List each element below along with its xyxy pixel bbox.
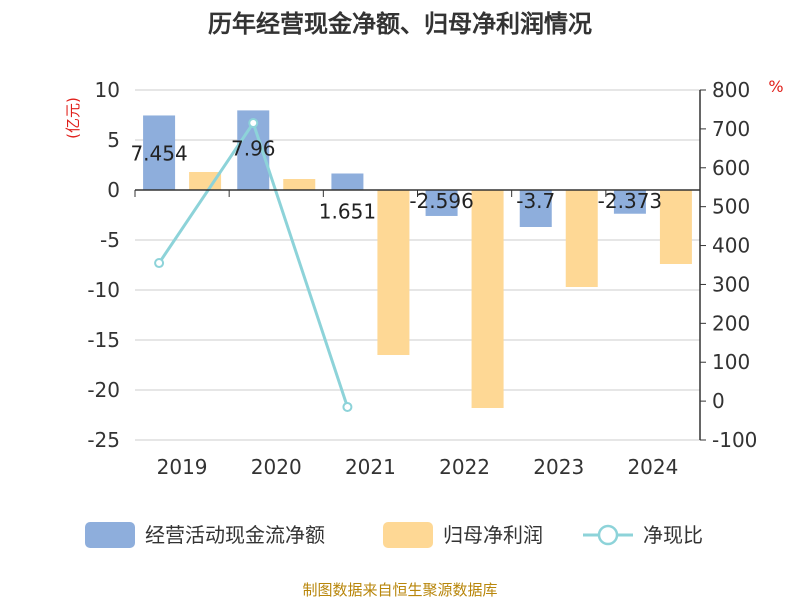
right-tick-label: 200 <box>712 311 750 335</box>
net-profit-bar <box>377 190 410 355</box>
cashflow-bar <box>613 190 646 214</box>
left-tick-label: -5 <box>100 228 120 252</box>
left-tick-label: 10 <box>95 78 120 102</box>
right-tick-label: 700 <box>712 117 750 141</box>
category-label: 2021 <box>345 455 396 479</box>
right-tick-label: 100 <box>712 350 750 374</box>
chart-title: 历年经营现金净额、归母净利润情况 <box>208 10 592 38</box>
cashflow-bar <box>425 190 458 216</box>
category-label: 2024 <box>627 455 678 479</box>
right-tick-label: 0 <box>712 389 725 413</box>
right-tick-label: 800 <box>712 78 750 102</box>
category-label: 2023 <box>533 455 584 479</box>
category-label: 2022 <box>439 455 490 479</box>
line-series <box>154 118 353 412</box>
cashflow-data-label: -3.7 <box>516 189 555 213</box>
net-cash-ratio-point <box>342 401 353 412</box>
legend-swatch-cashflow <box>85 522 135 548</box>
net-profit-bar <box>565 190 598 287</box>
bars <box>143 110 692 408</box>
category-label: 2020 <box>251 455 302 479</box>
cashflow-data-label: 1.651 <box>319 199 376 223</box>
left-tick-label: -25 <box>87 428 120 452</box>
net-profit-bar <box>283 179 316 190</box>
left-tick-label: -10 <box>87 278 120 302</box>
net-profit-bar <box>471 190 504 408</box>
legend-swatch-net-profit <box>383 522 433 548</box>
cashflow-bar <box>143 115 176 190</box>
category-label: 2019 <box>157 455 208 479</box>
axes: 10 5 0 -5 -10 -15 -20 -25 800 700 600 500 400 300 200 1… <box>87 78 757 479</box>
left-axis-unit: (亿元) <box>64 97 82 139</box>
cashflow-bar <box>331 173 364 190</box>
net-cash-ratio-point <box>154 258 165 269</box>
grid <box>135 89 700 441</box>
cashflow-data-label: 7.96 <box>231 136 276 160</box>
legend-label-ratio: 净现比 <box>643 523 703 547</box>
legend-label-cashflow: 经营活动现金流净额 <box>145 523 325 547</box>
legend: 经营活动现金流净额 归母净利润 净现比 <box>85 522 703 548</box>
right-tick-label: 600 <box>712 156 750 180</box>
right-tick-label: -100 <box>712 428 757 452</box>
cashflow-data-label: 7.454 <box>130 141 187 165</box>
legend-swatch-ratio-marker <box>597 524 619 546</box>
left-tick-label: -15 <box>87 328 120 352</box>
source-note: 制图数据来自恒生聚源数据库 <box>302 581 497 599</box>
cashflow-bar <box>519 190 552 227</box>
net-profit-bar <box>189 172 222 190</box>
net-profit-bar <box>659 190 692 264</box>
left-tick-label: 5 <box>107 128 120 152</box>
cashflow-data-label: -2.373 <box>598 189 662 213</box>
data-labels: 7.454 7.96 1.651 -2.596 -3.7 -2.373 <box>130 136 662 223</box>
right-tick-label: 500 <box>712 195 750 219</box>
net-cash-ratio-point <box>248 118 259 129</box>
cashflow-data-label: -2.596 <box>409 189 473 213</box>
left-tick-label: 0 <box>107 178 120 202</box>
left-tick-label: -20 <box>87 378 120 402</box>
right-tick-label: 400 <box>712 234 750 258</box>
right-axis-unit: % <box>768 77 783 96</box>
right-tick-label: 300 <box>712 272 750 296</box>
legend-label-net-profit: 归母净利润 <box>443 523 543 547</box>
